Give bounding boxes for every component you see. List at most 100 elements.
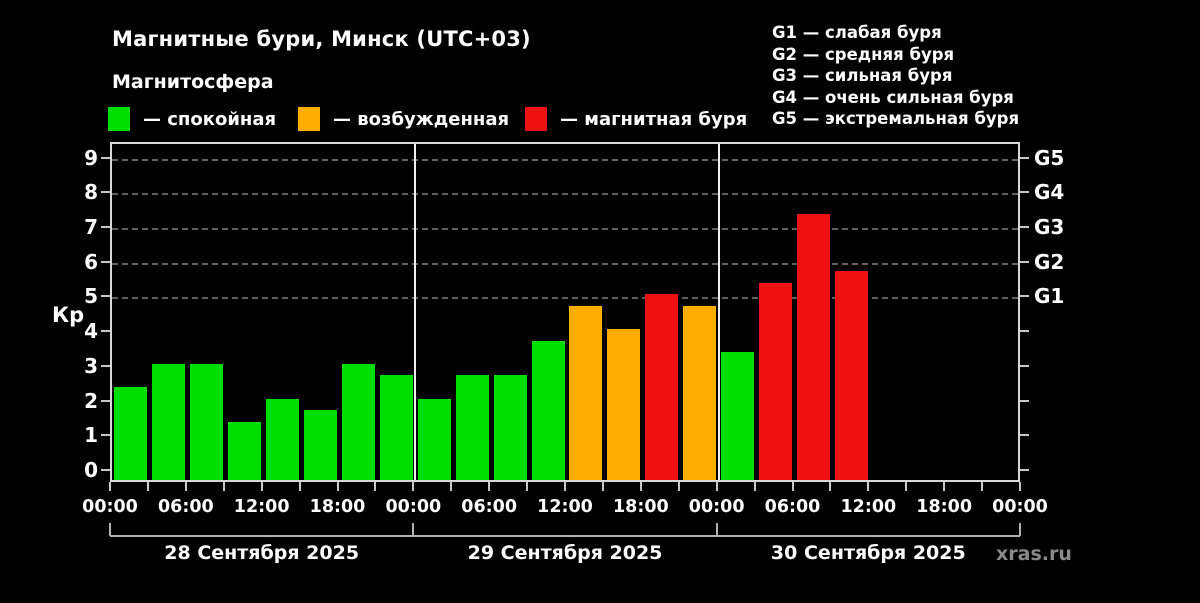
- time-label: 18:00: [309, 497, 366, 517]
- x-axis-tick: [677, 482, 680, 491]
- right-axis-tick: [1020, 434, 1029, 437]
- x-axis-tick: [222, 482, 225, 491]
- x-axis-tick: [146, 482, 149, 491]
- y-tick-label: 2: [84, 388, 98, 413]
- g-level-label-g3: G3: [1034, 214, 1065, 239]
- x-axis-tick: [943, 482, 946, 491]
- kp-bar: [152, 363, 186, 480]
- y-tick-label: 5: [84, 284, 98, 309]
- gridline-kp-9: [112, 158, 1018, 161]
- x-axis-tick: [1019, 482, 1021, 491]
- kp-bar: [228, 421, 262, 480]
- right-axis-tick: [1020, 469, 1029, 471]
- time-label: 06:00: [764, 497, 821, 517]
- x-axis-tick: [791, 482, 794, 491]
- right-axis-tick: [1020, 225, 1029, 228]
- time-label: 00:00: [688, 497, 745, 517]
- y-tick-label: 3: [84, 353, 98, 378]
- x-axis-tick: [260, 482, 263, 491]
- g-level-label-g5: G5: [1034, 145, 1065, 170]
- x-axis-tick: [298, 482, 301, 491]
- x-axis-tick: [905, 482, 908, 491]
- y-axis-tick: [101, 364, 110, 367]
- x-axis-tick: [336, 482, 339, 491]
- g-level-label-g4: G4: [1034, 180, 1065, 205]
- x-axis-tick: [753, 482, 756, 491]
- kp-bar: [455, 375, 489, 480]
- time-label: 12:00: [233, 497, 290, 517]
- day-boundary-line: [717, 144, 720, 480]
- watermark: xras.ru: [996, 543, 1072, 565]
- right-axis-tick: [1020, 156, 1029, 159]
- date-axis-tick: [1019, 523, 1021, 536]
- kp-bar: [683, 305, 717, 480]
- time-label: 00:00: [82, 497, 138, 517]
- storm-scale-g1: G1 — слабая буря: [772, 23, 942, 42]
- x-axis-tick: [374, 482, 377, 491]
- date-axis-tick: [109, 523, 111, 536]
- storm-scale-g5: G5 — экстремальная буря: [772, 109, 1020, 128]
- legend-item-excited: — возбужденная: [298, 106, 509, 132]
- y-tick-label: 7: [84, 214, 98, 239]
- right-axis-tick: [1020, 399, 1029, 402]
- day-boundary-line: [414, 144, 417, 480]
- y-axis-tick: [101, 330, 110, 333]
- date-label: 28 Сентября 2025: [164, 542, 360, 564]
- legend-label-excited: — возбужденная: [333, 108, 510, 130]
- time-label: 00:00: [992, 497, 1048, 517]
- x-axis-tick: [184, 482, 187, 491]
- x-axis-tick: [564, 482, 566, 491]
- kp-bar: [417, 398, 451, 480]
- kp-bar: [607, 329, 641, 480]
- y-axis-tick: [101, 225, 110, 228]
- y-tick-label: 6: [84, 249, 98, 274]
- time-label: 18:00: [612, 497, 669, 517]
- x-axis-tick: [488, 482, 491, 491]
- time-label: 18:00: [916, 497, 973, 517]
- x-axis-tick: [109, 482, 111, 491]
- x-axis-tick: [601, 482, 604, 491]
- kp-bar: [834, 271, 868, 480]
- legend-item-storm: — магнитная буря: [525, 106, 747, 132]
- magnetosphere-label: Магнитосфера: [112, 71, 274, 93]
- legend-label-storm: — магнитная буря: [560, 108, 748, 130]
- x-axis-tick: [412, 482, 415, 491]
- date-axis-tick: [715, 523, 718, 536]
- kp-bar: [569, 305, 603, 480]
- y-tick-label: 4: [84, 319, 98, 344]
- y-axis-tick: [101, 399, 110, 402]
- y-axis-tick: [101, 434, 110, 437]
- date-label: 29 Сентября 2025: [467, 542, 663, 564]
- time-label: 06:00: [461, 497, 518, 517]
- kp-bar: [493, 375, 527, 480]
- kp-bar: [759, 282, 793, 480]
- right-axis-tick: [1020, 330, 1029, 333]
- kp-bar: [341, 363, 375, 480]
- x-axis-tick: [981, 482, 984, 491]
- y-axis-title: Кр: [52, 303, 85, 327]
- storm-color-swatch: [525, 107, 547, 131]
- kp-bar: [531, 340, 565, 480]
- y-axis-tick: [101, 260, 110, 263]
- gridline-kp-8: [112, 193, 1018, 196]
- date-label: 30 Сентября 2025: [770, 542, 966, 564]
- kp-plot-area: [110, 142, 1020, 482]
- quiet-color-swatch: [108, 107, 130, 131]
- kp-bar: [304, 410, 338, 480]
- x-axis-tick: [715, 482, 718, 491]
- y-axis-tick: [101, 295, 110, 298]
- kp-bar: [114, 387, 148, 480]
- y-tick-label: 0: [84, 458, 98, 482]
- y-tick-label: 8: [84, 180, 98, 205]
- kp-bar: [721, 352, 755, 480]
- page-title: Магнитные бури, Минск (UTC+03): [112, 27, 531, 51]
- kp-bar: [645, 294, 679, 480]
- legend-label-quiet: — спокойная: [143, 108, 277, 130]
- kp-bar: [796, 213, 830, 480]
- right-axis-tick: [1020, 295, 1029, 298]
- kp-bar: [190, 363, 224, 480]
- y-tick-label: 9: [84, 145, 98, 170]
- kp-bar: [379, 375, 413, 480]
- excited-color-swatch: [298, 107, 320, 131]
- time-label: 06:00: [157, 497, 214, 517]
